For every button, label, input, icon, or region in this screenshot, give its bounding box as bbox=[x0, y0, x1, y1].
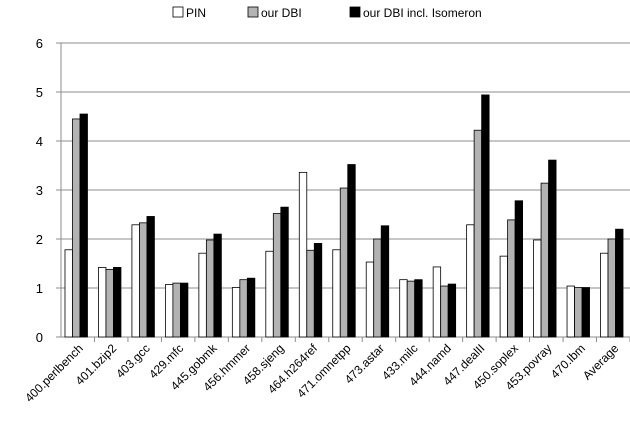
bar-our-dbi-458-sjeng bbox=[272, 213, 282, 338]
bar-pin-470-lbm bbox=[566, 285, 575, 338]
bar-our-dbi-401-bzip2 bbox=[105, 268, 114, 338]
bar-our-dbi-450-soplex bbox=[507, 219, 516, 338]
bar-pin-447-dealii bbox=[466, 224, 475, 338]
bars bbox=[64, 94, 624, 338]
bar-our-dbi-incl-isomeron-445-gobmk bbox=[213, 233, 222, 338]
category-label: 403.gcc bbox=[113, 341, 153, 381]
bar-pin-445-gobmk bbox=[198, 252, 207, 338]
category-labels: 400.perlbench401.bzip2403.gcc429.mfc445.… bbox=[22, 341, 621, 405]
bar-pin-444-namd bbox=[432, 266, 442, 338]
bar-our-dbi-incl-isomeron-456-hmmer bbox=[246, 277, 256, 338]
bar-our-dbi-incl-isomeron-447-dealii bbox=[481, 94, 490, 338]
bar-our-dbi-464-h264ref bbox=[306, 249, 315, 338]
bar-our-dbi-average bbox=[607, 238, 616, 338]
y-tick-labels: 0 1 2 3 4 5 6 bbox=[36, 36, 43, 345]
bar-pin-456-hmmer bbox=[231, 287, 241, 338]
bar-pin-450-soplex bbox=[499, 255, 509, 338]
legend-label: our DBI bbox=[261, 6, 302, 20]
bar-our-dbi-incl-isomeron-473-astar bbox=[380, 225, 390, 338]
bar-our-dbi-incl-isomeron-429-mfc bbox=[179, 282, 189, 338]
y-tick-label: 2 bbox=[36, 232, 43, 247]
bar-our-dbi-incl-isomeron-471-omnetpp bbox=[347, 164, 356, 338]
bar-our-dbi-incl-isomeron-average bbox=[615, 228, 624, 338]
y-tick-label: 3 bbox=[36, 183, 43, 198]
bar-pin-471-omnetpp bbox=[332, 249, 341, 338]
bar-pin-473-astar bbox=[365, 261, 375, 338]
bar-our-dbi-incl-isomeron-450-soplex bbox=[514, 200, 524, 338]
bar-our-dbi-incl-isomeron-444-namd bbox=[447, 283, 457, 338]
bar-our-dbi-473-astar bbox=[373, 238, 382, 338]
bar-our-dbi-444-namd bbox=[440, 285, 449, 338]
bar-our-dbi-445-gobmk bbox=[205, 239, 215, 338]
legend-swatch-our-dbi-incl-isomeron bbox=[349, 6, 361, 18]
bar-our-dbi-incl-isomeron-458-sjeng bbox=[280, 206, 289, 338]
bar-our-dbi-447-dealii bbox=[473, 129, 483, 338]
category-label: Average bbox=[580, 341, 622, 383]
bar-our-dbi-incl-isomeron-464-h264ref bbox=[313, 243, 323, 338]
bar-our-dbi-incl-isomeron-453-povray bbox=[548, 159, 557, 338]
bar-our-dbi-400-perlbench bbox=[72, 118, 81, 338]
bar-pin-400-perlbench bbox=[64, 249, 73, 338]
bar-our-dbi-incl-isomeron-403-gcc bbox=[146, 216, 155, 338]
bar-our-dbi-incl-isomeron-433-milc bbox=[414, 279, 423, 338]
bar-our-dbi-456-hmmer bbox=[239, 279, 248, 338]
y-tick-label: 0 bbox=[36, 330, 43, 345]
bar-pin-average bbox=[600, 252, 609, 338]
legend-label: PIN bbox=[186, 6, 206, 20]
bar-pin-464-h264ref bbox=[298, 171, 308, 338]
bar-pin-429-mfc bbox=[164, 284, 174, 338]
bar-our-dbi-incl-isomeron-470-lbm bbox=[581, 287, 590, 338]
y-tick-label: 1 bbox=[36, 281, 43, 296]
bar-our-dbi-429-mfc bbox=[172, 282, 181, 338]
y-tick-label: 5 bbox=[36, 85, 43, 100]
bar-our-dbi-453-povray bbox=[540, 182, 549, 338]
bar-pin-403-gcc bbox=[131, 224, 140, 338]
bar-our-dbi-incl-isomeron-401-bzip2 bbox=[113, 267, 122, 338]
legend-swatch-our-dbi bbox=[247, 6, 259, 18]
bar-pin-458-sjeng bbox=[265, 250, 274, 338]
bar-our-dbi-471-omnetpp bbox=[339, 187, 349, 338]
legend: PIN our DBI our DBI incl. Isomeron bbox=[172, 6, 482, 20]
legend-swatch-pin bbox=[172, 6, 184, 18]
bar-our-dbi-incl-isomeron-400-perlbench bbox=[79, 113, 88, 338]
legend-label: our DBI incl. Isomeron bbox=[363, 6, 482, 20]
bar-our-dbi-403-gcc bbox=[139, 222, 148, 338]
bar-pin-433-milc bbox=[399, 279, 408, 338]
bar-pin-401-bzip2 bbox=[98, 267, 107, 338]
y-tick-label: 6 bbox=[36, 36, 43, 51]
bar-our-dbi-433-milc bbox=[406, 280, 416, 338]
y-tick-label: 4 bbox=[36, 134, 43, 149]
bar-our-dbi-470-lbm bbox=[574, 287, 583, 338]
bar-pin-453-povray bbox=[533, 239, 542, 338]
